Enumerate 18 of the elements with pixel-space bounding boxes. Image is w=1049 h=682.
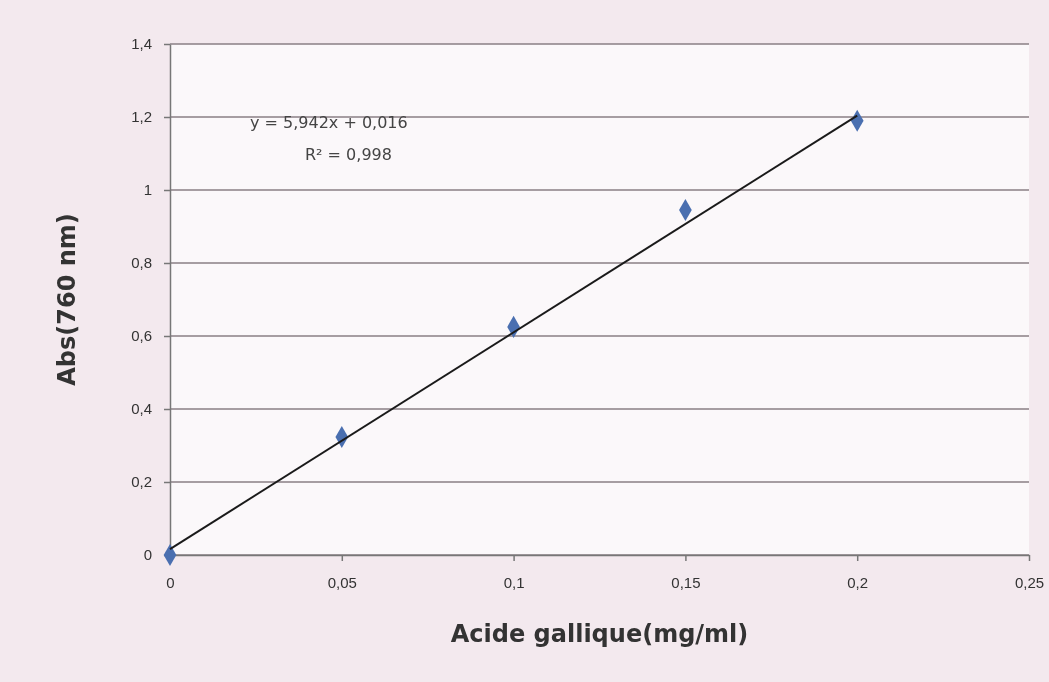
x-tick-label: 0 — [166, 574, 175, 591]
x-tick-label: 0,05 — [327, 574, 357, 591]
x-tick-label: 0,1 — [503, 574, 525, 591]
annotation: R² = 0,998 — [305, 145, 392, 164]
y-tick-label: 0,6 — [131, 327, 152, 345]
y-tick-label: 0,4 — [131, 400, 152, 418]
y-tick-label: 1,2 — [131, 108, 152, 126]
x-tick-label: 0,15 — [671, 574, 701, 591]
annotation: y = 5,942x + 0,016 — [250, 113, 408, 132]
y-tick-label: 1,4 — [131, 35, 152, 53]
y-tick-label: 0,8 — [131, 254, 152, 272]
x-axis-title: Acide gallique(mg/ml) — [450, 620, 749, 648]
y-tick-label: 0,2 — [131, 473, 152, 491]
y-tick-label: 0 — [143, 546, 152, 564]
y-tick-label: 1 — [143, 181, 152, 199]
x-tick-label: 0,25 — [1014, 574, 1045, 591]
y-axis-title: Abs(760 nm) — [53, 213, 81, 386]
x-tick-label: 0,2 — [847, 574, 869, 591]
